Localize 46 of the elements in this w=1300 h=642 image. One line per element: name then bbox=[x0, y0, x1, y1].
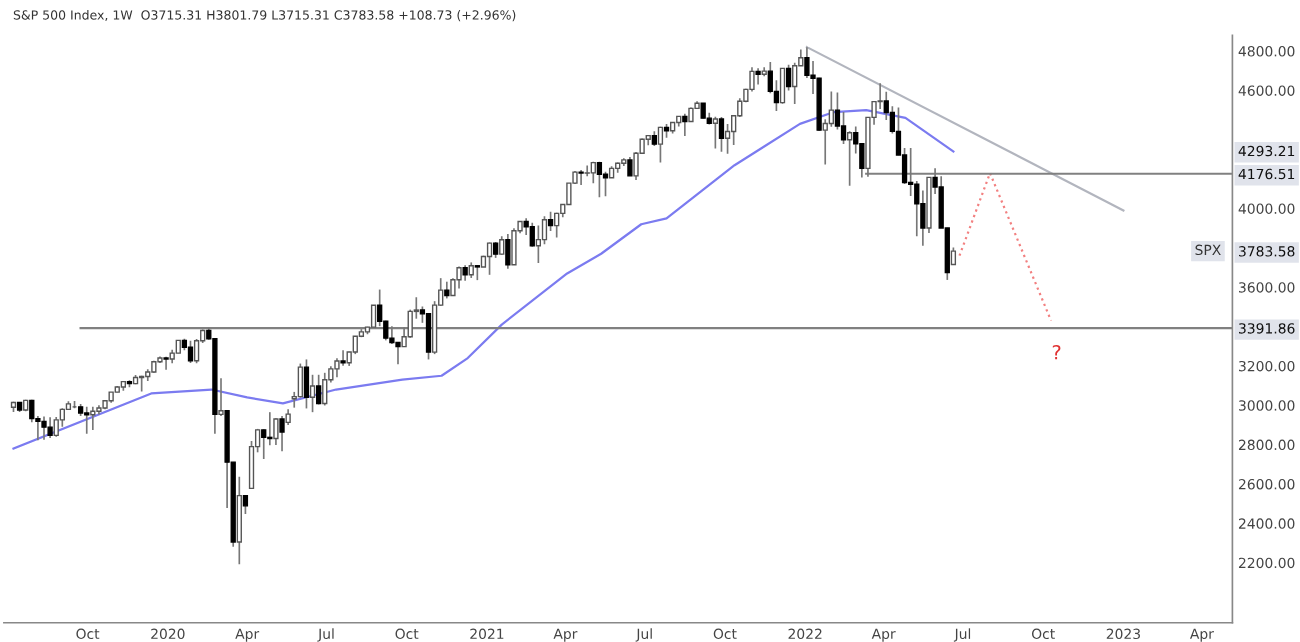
candlestick bbox=[578, 169, 584, 186]
candlestick bbox=[920, 189, 926, 247]
candlestick bbox=[322, 371, 328, 407]
candlestick bbox=[584, 164, 590, 178]
candlestick bbox=[486, 241, 493, 276]
candlestick bbox=[505, 233, 511, 270]
candlestick bbox=[90, 405, 96, 431]
candlestick bbox=[596, 161, 603, 199]
candlestick bbox=[47, 416, 53, 439]
candlestick bbox=[682, 112, 688, 137]
candlestick bbox=[712, 115, 719, 150]
candlestick bbox=[846, 130, 853, 187]
line-series bbox=[12, 108, 955, 450]
candlestick bbox=[657, 125, 664, 164]
candlestick bbox=[340, 349, 346, 367]
candlestick bbox=[163, 355, 169, 371]
candlestick bbox=[554, 211, 560, 239]
candlestick bbox=[792, 62, 798, 105]
candlestick bbox=[755, 67, 761, 86]
candlestick bbox=[315, 373, 322, 406]
candlestick bbox=[218, 377, 224, 417]
candlestick bbox=[273, 417, 279, 446]
candlestick bbox=[187, 339, 194, 364]
candlestick bbox=[303, 358, 310, 410]
candlestick bbox=[877, 82, 883, 110]
candlestick bbox=[785, 63, 792, 92]
candlestick bbox=[309, 373, 316, 414]
candlestick bbox=[236, 475, 242, 566]
candlestick bbox=[352, 335, 358, 355]
candlestick bbox=[242, 494, 249, 515]
candlestick bbox=[334, 357, 340, 379]
candlestick bbox=[718, 116, 725, 153]
candlestick bbox=[53, 416, 59, 438]
candlestick bbox=[779, 67, 786, 105]
candlestick bbox=[535, 224, 542, 264]
candlestick bbox=[627, 156, 633, 177]
annotation: ? bbox=[1052, 344, 1061, 360]
candlestick bbox=[41, 415, 47, 441]
candlestick bbox=[724, 123, 731, 155]
candlestick bbox=[193, 338, 200, 365]
candlestick bbox=[279, 415, 285, 452]
candlestick bbox=[84, 405, 90, 435]
candlestick bbox=[499, 235, 505, 256]
candlestick bbox=[511, 227, 517, 266]
candlestick bbox=[547, 210, 554, 232]
candlestick bbox=[370, 304, 377, 328]
